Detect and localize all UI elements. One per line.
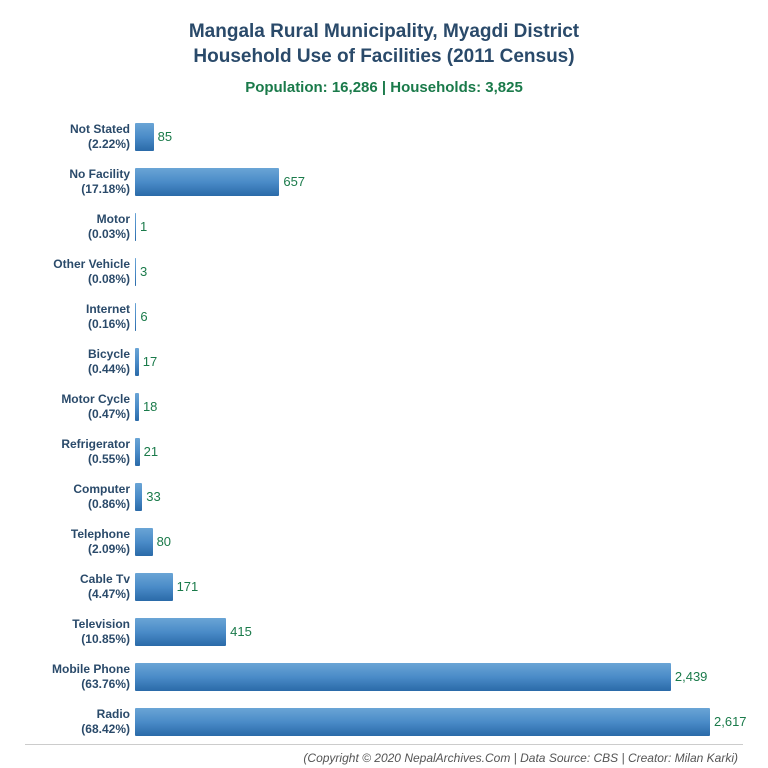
chart-row: Computer(0.86%)33 bbox=[135, 474, 743, 519]
bar-wrap: 3 bbox=[135, 249, 743, 294]
value-label: 6 bbox=[140, 309, 147, 324]
y-axis-label: Mobile Phone(63.76%) bbox=[25, 662, 130, 691]
chart-row: Radio(68.42%)2,617 bbox=[135, 699, 743, 744]
y-axis-label: Telephone(2.09%) bbox=[25, 527, 130, 556]
y-axis-label: Motor(0.03%) bbox=[25, 212, 130, 241]
chart-row: Internet(0.16%)6 bbox=[135, 294, 743, 339]
bar-wrap: 415 bbox=[135, 609, 743, 654]
value-label: 85 bbox=[158, 129, 172, 144]
value-label: 33 bbox=[146, 489, 160, 504]
bar bbox=[135, 348, 139, 376]
bar bbox=[135, 708, 710, 736]
bar bbox=[135, 663, 671, 691]
y-axis-label: Computer(0.86%) bbox=[25, 482, 130, 511]
y-axis-label: Bicycle(0.44%) bbox=[25, 347, 130, 376]
value-label: 17 bbox=[143, 354, 157, 369]
title-line1: Mangala Rural Municipality, Myagdi Distr… bbox=[189, 21, 579, 42]
chart-row: Not Stated(2.22%)85 bbox=[135, 114, 743, 159]
y-axis-label: Radio(68.42%) bbox=[25, 707, 130, 736]
value-label: 171 bbox=[177, 579, 199, 594]
value-label: 2,439 bbox=[675, 669, 708, 684]
chart-row: Mobile Phone(63.76%)2,439 bbox=[135, 654, 743, 699]
chart-row: Motor(0.03%)1 bbox=[135, 204, 743, 249]
bar-wrap: 657 bbox=[135, 159, 743, 204]
value-label: 18 bbox=[143, 399, 157, 414]
bar-wrap: 21 bbox=[135, 429, 743, 474]
chart-row: Bicycle(0.44%)17 bbox=[135, 339, 743, 384]
y-axis-label: Motor Cycle(0.47%) bbox=[25, 392, 130, 421]
chart-footer: (Copyright © 2020 NepalArchives.Com | Da… bbox=[25, 744, 743, 765]
bar bbox=[135, 483, 142, 511]
chart-row: Other Vehicle(0.08%)3 bbox=[135, 249, 743, 294]
bar-wrap: 6 bbox=[135, 294, 743, 339]
bar bbox=[135, 618, 226, 646]
y-axis-label: Not Stated(2.22%) bbox=[25, 122, 130, 151]
value-label: 657 bbox=[283, 174, 305, 189]
chart-row: Telephone(2.09%)80 bbox=[135, 519, 743, 564]
bar-wrap: 18 bbox=[135, 384, 743, 429]
chart-title: Mangala Rural Municipality, Myagdi Distr… bbox=[25, 20, 743, 69]
chart-plot-area: Not Stated(2.22%)85No Facility(17.18%)65… bbox=[25, 114, 743, 744]
title-line2: Household Use of Facilities (2011 Census… bbox=[193, 46, 574, 67]
y-axis-label: Internet(0.16%) bbox=[25, 302, 130, 331]
value-label: 3 bbox=[140, 264, 147, 279]
bar-wrap: 2,617 bbox=[135, 699, 747, 744]
value-label: 21 bbox=[144, 444, 158, 459]
bar bbox=[135, 123, 154, 151]
bar-wrap: 1 bbox=[135, 204, 743, 249]
bar bbox=[135, 168, 279, 196]
y-axis-label: No Facility(17.18%) bbox=[25, 167, 130, 196]
y-axis-label: Cable Tv(4.47%) bbox=[25, 572, 130, 601]
y-axis-label: Refrigerator(0.55%) bbox=[25, 437, 130, 466]
y-axis-label: Television(10.85%) bbox=[25, 617, 130, 646]
chart-row: Cable Tv(4.47%)171 bbox=[135, 564, 743, 609]
bar-wrap: 80 bbox=[135, 519, 743, 564]
chart-row: No Facility(17.18%)657 bbox=[135, 159, 743, 204]
bar-wrap: 33 bbox=[135, 474, 743, 519]
bar bbox=[135, 393, 139, 421]
bar bbox=[135, 258, 136, 286]
bar-wrap: 171 bbox=[135, 564, 743, 609]
bar-wrap: 2,439 bbox=[135, 654, 743, 699]
chart-row: Motor Cycle(0.47%)18 bbox=[135, 384, 743, 429]
bar bbox=[135, 213, 136, 241]
chart-subtitle: Population: 16,286 | Households: 3,825 bbox=[25, 79, 743, 96]
bar bbox=[135, 528, 153, 556]
bar bbox=[135, 573, 173, 601]
value-label: 415 bbox=[230, 624, 252, 639]
chart-row: Refrigerator(0.55%)21 bbox=[135, 429, 743, 474]
value-label: 1 bbox=[140, 219, 147, 234]
bar bbox=[135, 303, 136, 331]
value-label: 80 bbox=[157, 534, 171, 549]
bar-wrap: 17 bbox=[135, 339, 743, 384]
chart-container: Mangala Rural Municipality, Myagdi Distr… bbox=[0, 0, 768, 768]
value-label: 2,617 bbox=[714, 714, 747, 729]
chart-row: Television(10.85%)415 bbox=[135, 609, 743, 654]
bar bbox=[135, 438, 140, 466]
bar-wrap: 85 bbox=[135, 114, 743, 159]
y-axis-label: Other Vehicle(0.08%) bbox=[25, 257, 130, 286]
